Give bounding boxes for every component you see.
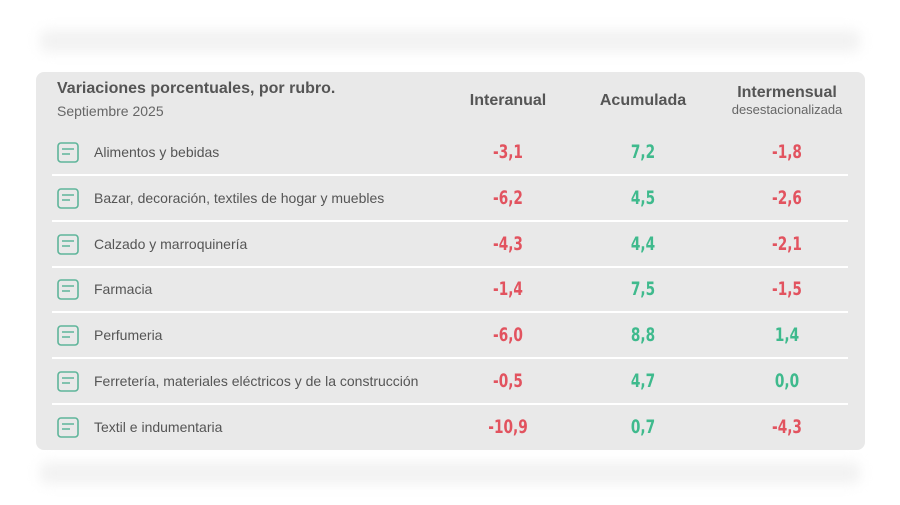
- table-card: Variaciones porcentuales, por rubro. Sep…: [36, 72, 865, 450]
- cell-value: -2,1: [772, 232, 802, 255]
- cell-value: 4,4: [630, 232, 656, 255]
- cell-value: -6,0: [493, 324, 523, 347]
- cell-value: 1,4: [774, 324, 800, 347]
- cell-value: 4,7: [630, 370, 656, 392]
- row-separator: [52, 311, 848, 314]
- cell-value: 4,5: [630, 186, 656, 209]
- cell-value: -1,5: [772, 278, 802, 301]
- cell-value: -4,3: [772, 415, 802, 438]
- row-label: Ferretería, materiales eléctricos y de l…: [94, 373, 419, 389]
- row-label: Bazar, decoración, textiles de hogar y m…: [94, 189, 385, 206]
- row-separator: [52, 174, 848, 176]
- cell-value: -10,9: [488, 415, 528, 438]
- row-icon: [57, 325, 79, 346]
- cell-value: 7,2: [630, 141, 656, 163]
- row-label: Perfumeria: [94, 327, 163, 344]
- row-icon: [57, 233, 79, 255]
- cell-value: -2,6: [772, 186, 802, 209]
- row-label: Textil e indumentaria: [94, 418, 223, 435]
- row-separator: [52, 357, 848, 360]
- blurred-text: [40, 30, 860, 52]
- cell-value: 8,8: [630, 324, 656, 347]
- column-subheader: desestacionalizada: [731, 102, 843, 117]
- row-icon: [57, 187, 79, 209]
- row-label: Alimentos y bebidas: [94, 144, 220, 160]
- cell-value: -1,4: [493, 278, 523, 301]
- cell-value: -3,1: [493, 141, 523, 163]
- cell-value: 0,0: [774, 370, 800, 392]
- row-icon: [57, 142, 79, 163]
- row-separator: [52, 403, 848, 405]
- blurred-text: [40, 462, 860, 484]
- row-icon: [57, 371, 79, 392]
- column-header: Interanual: [469, 92, 547, 109]
- column-header: Intermensual: [737, 84, 837, 101]
- cell-value: -0,5: [493, 370, 523, 392]
- cell-value: -4,3: [493, 232, 523, 255]
- row-icon: [57, 416, 79, 438]
- table-title: Variaciones porcentuales, por rubro.: [57, 80, 336, 97]
- cell-value: -6,2: [493, 186, 523, 209]
- row-label: Calzado y marroquinería: [94, 235, 248, 252]
- cell-value: 7,5: [630, 278, 656, 301]
- cell-value: -1,8: [772, 141, 802, 163]
- row-separator: [52, 219, 848, 222]
- row-label: Farmacia: [94, 281, 153, 298]
- row-separator: [52, 265, 848, 268]
- row-icon: [57, 279, 79, 301]
- cell-value: 0,7: [630, 415, 656, 438]
- column-header: Acumulada: [599, 92, 687, 109]
- table-subtitle: Septiembre 2025: [57, 103, 164, 119]
